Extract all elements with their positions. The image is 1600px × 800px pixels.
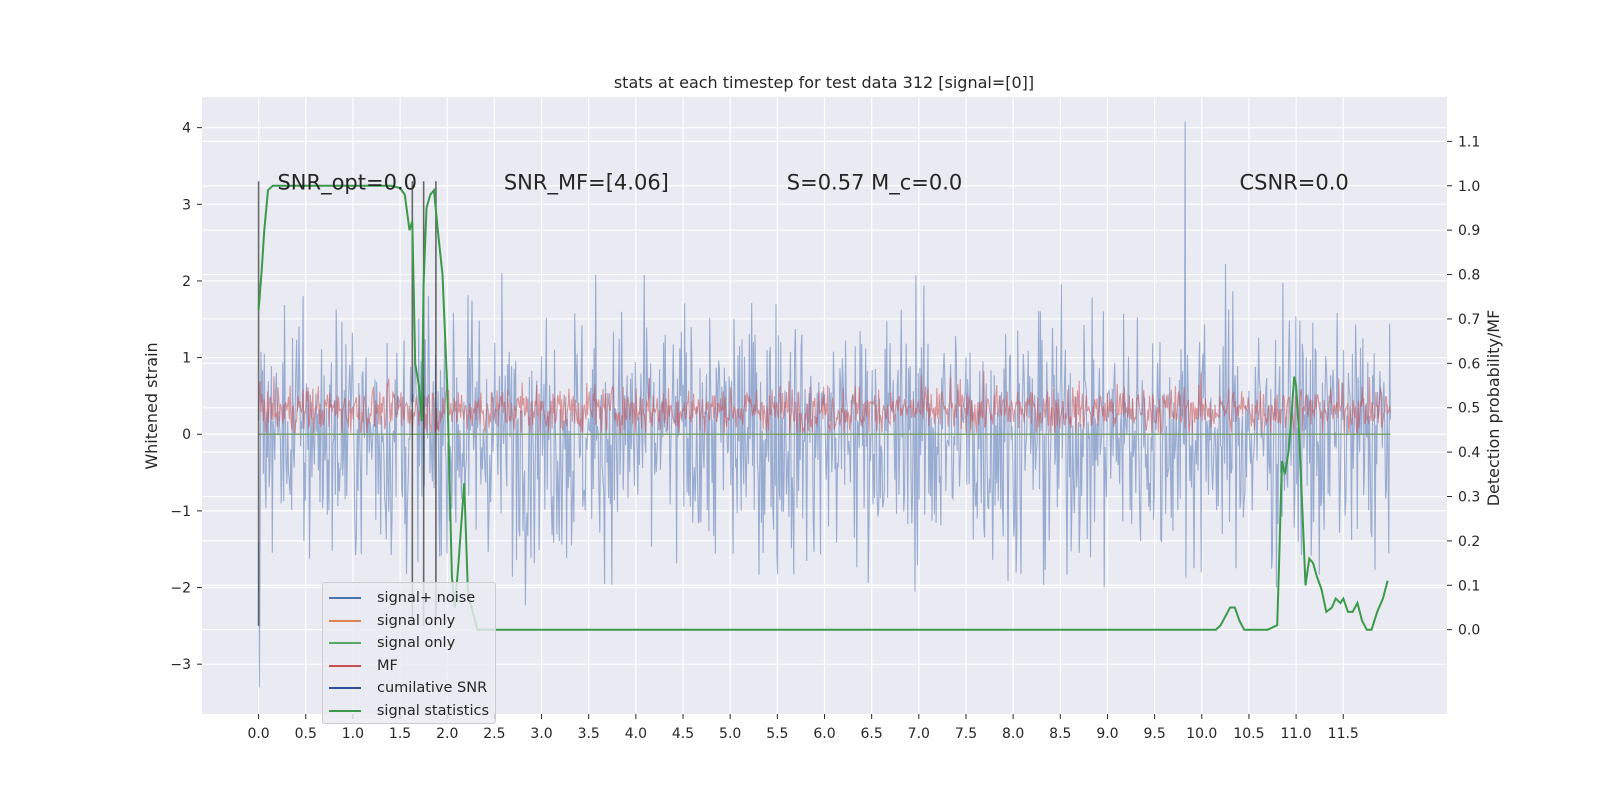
legend-item: signal only: [329, 610, 489, 633]
y-tick-label: −2: [170, 581, 191, 597]
x-tick-label: 3.5: [578, 726, 600, 742]
x-tick-label: 8.0: [1002, 726, 1024, 742]
y-tick-label: −1: [170, 504, 191, 520]
y2-tick-label: 1.1: [1458, 134, 1480, 150]
x-tick-label: 4.0: [625, 726, 647, 742]
annotation-text: S=0.57 M_c=0.0: [787, 170, 963, 195]
y2-tick-label: 0.3: [1458, 489, 1480, 505]
x-tick-label: 7.5: [955, 726, 977, 742]
legend-swatch: [329, 687, 361, 690]
y2-tick-label: 0.7: [1458, 312, 1480, 328]
y2-tick-label: 0.4: [1458, 445, 1480, 461]
signal-statistics-line: [257, 184, 1389, 631]
legend-item: cumilative SNR: [329, 677, 489, 700]
legend-swatch: [329, 709, 361, 712]
x-tick-label: 9.5: [1143, 726, 1165, 742]
y2-tick-label: 0.2: [1458, 534, 1480, 550]
x-tick-label: 6.5: [861, 726, 883, 742]
legend-swatch: [329, 619, 361, 622]
y2-tick-label: 0.0: [1458, 623, 1480, 639]
x-tick-label: 10.0: [1186, 726, 1217, 742]
x-tick-label: 2.5: [483, 726, 505, 742]
legend-item: MF: [329, 655, 489, 678]
legend-item: signal only: [329, 632, 489, 655]
legend: signal+ noise signal only signal only MF cum…: [322, 582, 496, 724]
y2-tick-label: 0.6: [1458, 356, 1480, 372]
x-tick-label: 5.0: [719, 726, 741, 742]
x-tick-label: 9.0: [1096, 726, 1118, 742]
annotation-text: SNR_opt=0.0: [277, 170, 417, 195]
legend-label: signal only: [377, 612, 456, 629]
y2-tick-label: 1.0: [1458, 179, 1480, 195]
y-axis-label: Whitened strain: [142, 342, 161, 469]
legend-item: signal statistics: [329, 700, 489, 723]
x-axis-ticks: 0.0 0.5 1.0 1.5 2.0 2.5 3.0 3.5 4.0 4.5 5.0 5.5 6.0 6…: [247, 714, 1359, 742]
y2-axis-label: Detection probability/MF: [1484, 310, 1503, 507]
legend-swatch: [329, 597, 361, 600]
y2-tick-label: 0.5: [1458, 401, 1480, 417]
x-tick-label: 11.0: [1281, 726, 1312, 742]
y-tick-label: 2: [182, 274, 191, 290]
y-axis-ticks: −3 −2 −1 0 1 2 3 4: [170, 121, 202, 673]
legend-label: cumilative SNR: [377, 680, 488, 697]
x-tick-label: 8.5: [1049, 726, 1071, 742]
signal-statistics-series: [257, 184, 1389, 631]
x-tick-label: 11.5: [1328, 726, 1359, 742]
legend-label: MF: [377, 657, 398, 674]
marker-vlines: [257, 181, 437, 626]
y-tick-label: 3: [182, 197, 191, 213]
y-tick-label: 0: [182, 427, 191, 443]
legend-swatch: [329, 664, 361, 667]
x-tick-label: 0.0: [247, 726, 269, 742]
annotation-text: CSNR=0.0: [1240, 170, 1349, 194]
x-tick-label: 2.0: [436, 726, 458, 742]
chart-title: stats at each timestep for test data 312…: [614, 73, 1034, 92]
y2-tick-label: 0.9: [1458, 223, 1480, 239]
y-tick-label: 1: [182, 351, 191, 367]
x-tick-label: 1.5: [389, 726, 411, 742]
x-tick-label: 4.5: [672, 726, 694, 742]
legend-label: signal+ noise: [377, 590, 476, 607]
annotation-text: SNR_MF=[4.06]: [504, 170, 669, 195]
legend-swatch: [329, 642, 361, 645]
legend-label: signal only: [377, 635, 456, 652]
y-tick-label: −3: [170, 657, 191, 673]
legend-item: signal+ noise: [329, 587, 489, 610]
y2-tick-label: 0.8: [1458, 268, 1480, 284]
x-tick-label: 10.5: [1233, 726, 1264, 742]
x-tick-label: 7.0: [908, 726, 930, 742]
x-tick-label: 6.0: [813, 726, 835, 742]
x-tick-label: 3.0: [530, 726, 552, 742]
legend-label: signal statistics: [376, 702, 489, 719]
annotations: SNR_opt=0.0 SNR_MF=[4.06] S=0.57 M_c=0.0 CS…: [277, 170, 1348, 195]
y2-axis-ticks: 0.0 0.1 0.2 0.3 0.4 0.5 0.6 0.7 0.8 0.9 1.0 1.1: [1447, 134, 1480, 639]
x-tick-label: 5.5: [766, 726, 788, 742]
x-tick-label: 0.5: [295, 726, 317, 742]
x-tick-label: 1.0: [342, 726, 364, 742]
y-tick-label: 4: [182, 121, 191, 137]
y2-tick-label: 0.1: [1458, 578, 1480, 594]
